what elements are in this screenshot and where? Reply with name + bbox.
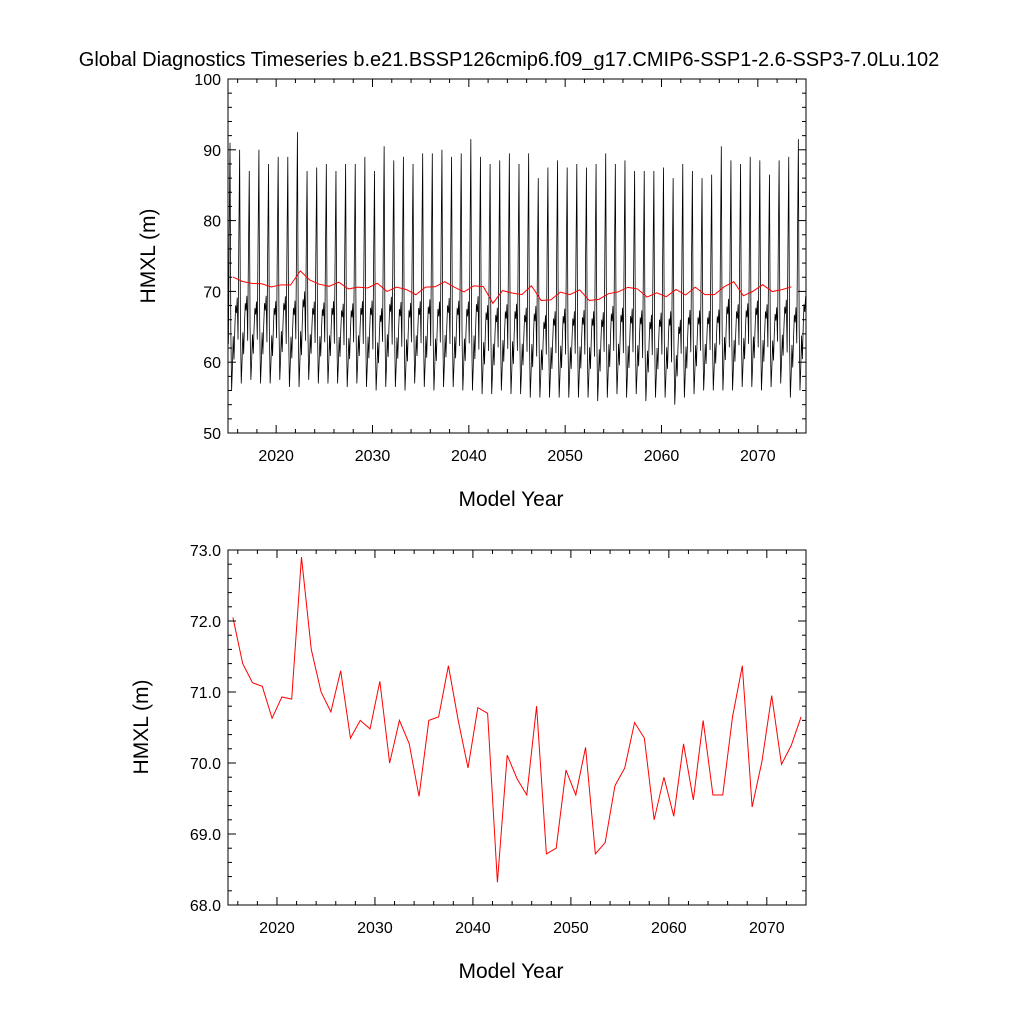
bottom-x-tick-label: 2030: [357, 920, 393, 937]
monthly-line: [228, 132, 806, 405]
bottom-ticks: 2020 2030 2040 2050 2060 2070 68.0 69.0 70.0 71.0…: [190, 543, 807, 937]
bottom-y-tick-label: 72.0: [190, 614, 221, 631]
bottom-x-tick-label: 2050: [553, 920, 589, 937]
top-y-tick-label: 80: [203, 214, 221, 231]
bottom-x-tick-label: 2040: [455, 920, 491, 937]
bottom-y-tick-label: 69.0: [190, 827, 221, 844]
top-x-axis-label: Model Year: [458, 488, 563, 511]
bottom-plot-frame: [227, 549, 807, 906]
bottom-y-tick-label: 71.0: [190, 685, 221, 702]
annual-mean-line-top: [232, 270, 792, 305]
bottom-y-tick-label: 70.0: [190, 756, 221, 773]
bottom-x-axis-label: Model Year: [458, 960, 563, 983]
top-plot-frame: [227, 78, 807, 434]
top-x-tick-label: 2050: [547, 448, 583, 465]
bottom-y-tick-label: 73.0: [190, 543, 221, 560]
top-y-tick-label: 100: [194, 72, 221, 89]
top-x-tick-label: 2020: [258, 448, 294, 465]
chart-title: Global Diagnostics Timeseries b.e21.BSSP…: [79, 49, 939, 71]
top-x-tick-label: 2040: [451, 448, 487, 465]
bottom-annual-series: [232, 557, 802, 883]
top-x-tick-label: 2060: [644, 448, 680, 465]
top-y-tick-label: 70: [203, 284, 221, 301]
annual-mean-line: [232, 557, 802, 883]
top-x-tick-label: 2030: [355, 448, 391, 465]
top-y-axis-label: HMXL (m): [137, 209, 160, 304]
bottom-x-tick-label: 2020: [259, 920, 295, 937]
top-panel: 2020 2030 2040 2050 2060 2070 50 60 70 80 90 100 Mo…: [137, 72, 807, 511]
bottom-y-axis-label: HMXL (m): [130, 680, 153, 775]
top-monthly-series: [228, 132, 806, 405]
top-y-tick-label: 90: [203, 143, 221, 160]
top-x-tick-label: 2070: [740, 448, 776, 465]
top-y-tick-label: 60: [203, 355, 221, 372]
top-ticks: 2020 2030 2040 2050 2060 2070 50 60 70 80 90 100: [194, 72, 806, 465]
bottom-x-tick-label: 2070: [749, 920, 785, 937]
bottom-x-tick-label: 2060: [651, 920, 687, 937]
bottom-panel: 2020 2030 2040 2050 2060 2070 68.0 69.0 70.0 71.0…: [130, 543, 807, 983]
top-annual-series: [232, 270, 792, 305]
bottom-y-tick-label: 68.0: [190, 898, 221, 915]
top-y-tick-label: 50: [203, 426, 221, 443]
